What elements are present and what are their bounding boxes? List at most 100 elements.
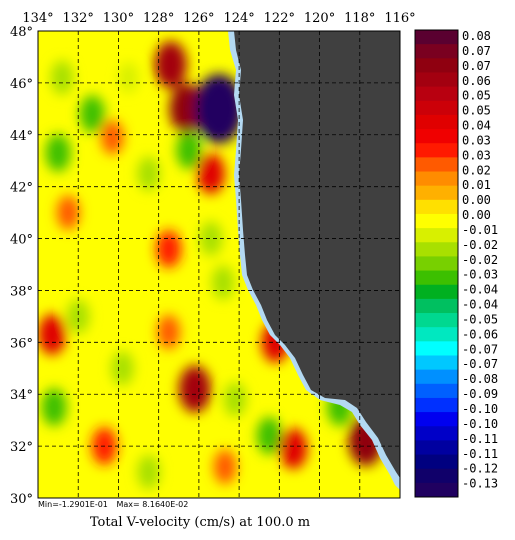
velocity-feature xyxy=(223,382,247,417)
colorbar xyxy=(414,29,459,498)
colorbar-label: -0.11 xyxy=(462,432,498,446)
latitude-label: 48° xyxy=(10,25,33,40)
colorbar-label: -0.08 xyxy=(462,372,498,386)
colorbar-swatch xyxy=(415,44,458,59)
colorbar-swatch xyxy=(415,397,458,413)
latitude-label: 32° xyxy=(10,440,33,455)
longitude-label: 120° xyxy=(304,11,335,26)
colorbar-swatch xyxy=(415,100,458,116)
max-value: Max= 8.1640E-02 xyxy=(116,500,189,509)
velocity-feature xyxy=(194,74,244,144)
colorbar-swatch xyxy=(415,157,458,173)
velocity-feature xyxy=(156,230,182,268)
velocity-feature xyxy=(101,120,124,155)
longitude-label: 130° xyxy=(103,11,134,26)
lat-lon-grid xyxy=(38,31,400,498)
colorbar-label: -0.12 xyxy=(462,462,498,476)
velocity-feature xyxy=(137,156,161,191)
velocity-feature xyxy=(213,449,237,485)
colorbar-label: 0.06 xyxy=(462,74,491,88)
colorbar-label: -0.10 xyxy=(462,402,498,416)
colorbar-label: 0.00 xyxy=(462,208,491,222)
velocity-feature xyxy=(256,416,282,455)
colorbar-label: 0.01 xyxy=(462,178,491,192)
colorbar-label: -0.10 xyxy=(462,417,498,431)
velocity-feature xyxy=(211,265,235,300)
colorbar-label: -0.02 xyxy=(462,253,498,267)
velocity-feature xyxy=(279,428,308,470)
colorbar-border xyxy=(414,29,459,498)
colorbar-swatch xyxy=(415,327,458,342)
colorbar-label: 0.08 xyxy=(462,29,491,43)
velocity-features xyxy=(38,41,384,490)
colorbar-swatch xyxy=(415,454,458,470)
colorbar-label: 0.02 xyxy=(462,163,491,177)
land-mass xyxy=(234,31,400,478)
colorbar-label: 0.00 xyxy=(462,193,491,207)
colorbar-swatch xyxy=(415,412,458,427)
latitude-label: 38° xyxy=(10,284,33,299)
colorbar-swatch xyxy=(415,143,458,158)
longitude-label: 124° xyxy=(223,11,254,26)
velocity-feature xyxy=(66,299,90,334)
colorbar-swatch xyxy=(415,468,458,484)
longitude-label: 134° xyxy=(22,11,53,26)
colorbar-label: 0.07 xyxy=(462,44,491,58)
longitude-label: 122° xyxy=(264,11,295,26)
colorbar-label: -0.13 xyxy=(462,477,498,491)
colorbar-label: -0.07 xyxy=(462,357,498,371)
min-value: Min=-1.2901E-01 xyxy=(38,500,108,509)
latitude-label: 34° xyxy=(10,388,33,403)
colorbar-swatch xyxy=(415,171,458,187)
colorbar-label: -0.06 xyxy=(462,327,498,341)
min-max-stats: Min=-1.2901E-01 Max= 8.1640E-02 xyxy=(38,500,194,509)
colorbar-swatch xyxy=(415,355,458,371)
colorbar-swatch xyxy=(415,256,458,272)
velocity-feature xyxy=(118,62,139,94)
colorbar-swatch xyxy=(415,341,458,356)
velocity-feature xyxy=(79,95,105,133)
velocity-feature xyxy=(41,388,67,426)
colorbar-label: -0.04 xyxy=(462,298,498,312)
velocity-feature xyxy=(169,83,205,135)
colorbar-swatch xyxy=(415,58,458,73)
colorbar-swatch xyxy=(415,86,458,102)
velocity-feature xyxy=(45,134,71,172)
colorbar-label: -0.09 xyxy=(462,387,498,401)
colorbar-label: -0.11 xyxy=(462,447,498,461)
colorbar-swatch xyxy=(415,242,458,257)
latitude-label: 44° xyxy=(10,129,33,144)
colorbar-swatch xyxy=(415,284,458,300)
colorbar-swatch xyxy=(415,270,458,286)
colorbar-label: 0.05 xyxy=(462,89,491,103)
map-title: Total V-velocity (cm/s) at 100.0 m xyxy=(89,515,311,530)
velocity-feature xyxy=(137,454,161,490)
colorbar-swatch xyxy=(415,369,458,385)
longitude-label: 128° xyxy=(143,11,174,26)
colorbar-label: -0.01 xyxy=(462,223,498,237)
colorbar-label: -0.05 xyxy=(462,312,498,326)
colorbar-swatch xyxy=(415,440,458,456)
colorbar-swatch xyxy=(415,199,458,215)
velocity-feature xyxy=(50,60,74,95)
longitude-labels: 134° 132° 130° 128° 126° 124° 122° 120° 118° 116° xyxy=(22,11,415,26)
colorbar-swatch xyxy=(415,383,458,399)
colorbar-swatch xyxy=(415,213,458,229)
colorbar-label: -0.07 xyxy=(462,342,498,356)
colorbar-swatch xyxy=(415,114,458,130)
colorbar-label: 0.07 xyxy=(462,59,491,73)
velocity-feature xyxy=(157,314,181,350)
colorbar-label: -0.02 xyxy=(462,238,498,252)
latitude-label: 36° xyxy=(10,336,33,351)
colorbar-label: 0.05 xyxy=(462,104,491,118)
colorbar-swatch xyxy=(415,185,458,201)
velocity-feature xyxy=(111,351,134,386)
colorbar-label: -0.03 xyxy=(462,268,498,282)
colorbar-swatch xyxy=(415,426,458,441)
colorbar-swatch xyxy=(415,129,458,144)
latitude-label: 46° xyxy=(10,77,33,92)
colorbar-swatch xyxy=(415,313,458,328)
colorbar-label: 0.04 xyxy=(462,119,491,133)
velocity-feature xyxy=(176,131,202,170)
